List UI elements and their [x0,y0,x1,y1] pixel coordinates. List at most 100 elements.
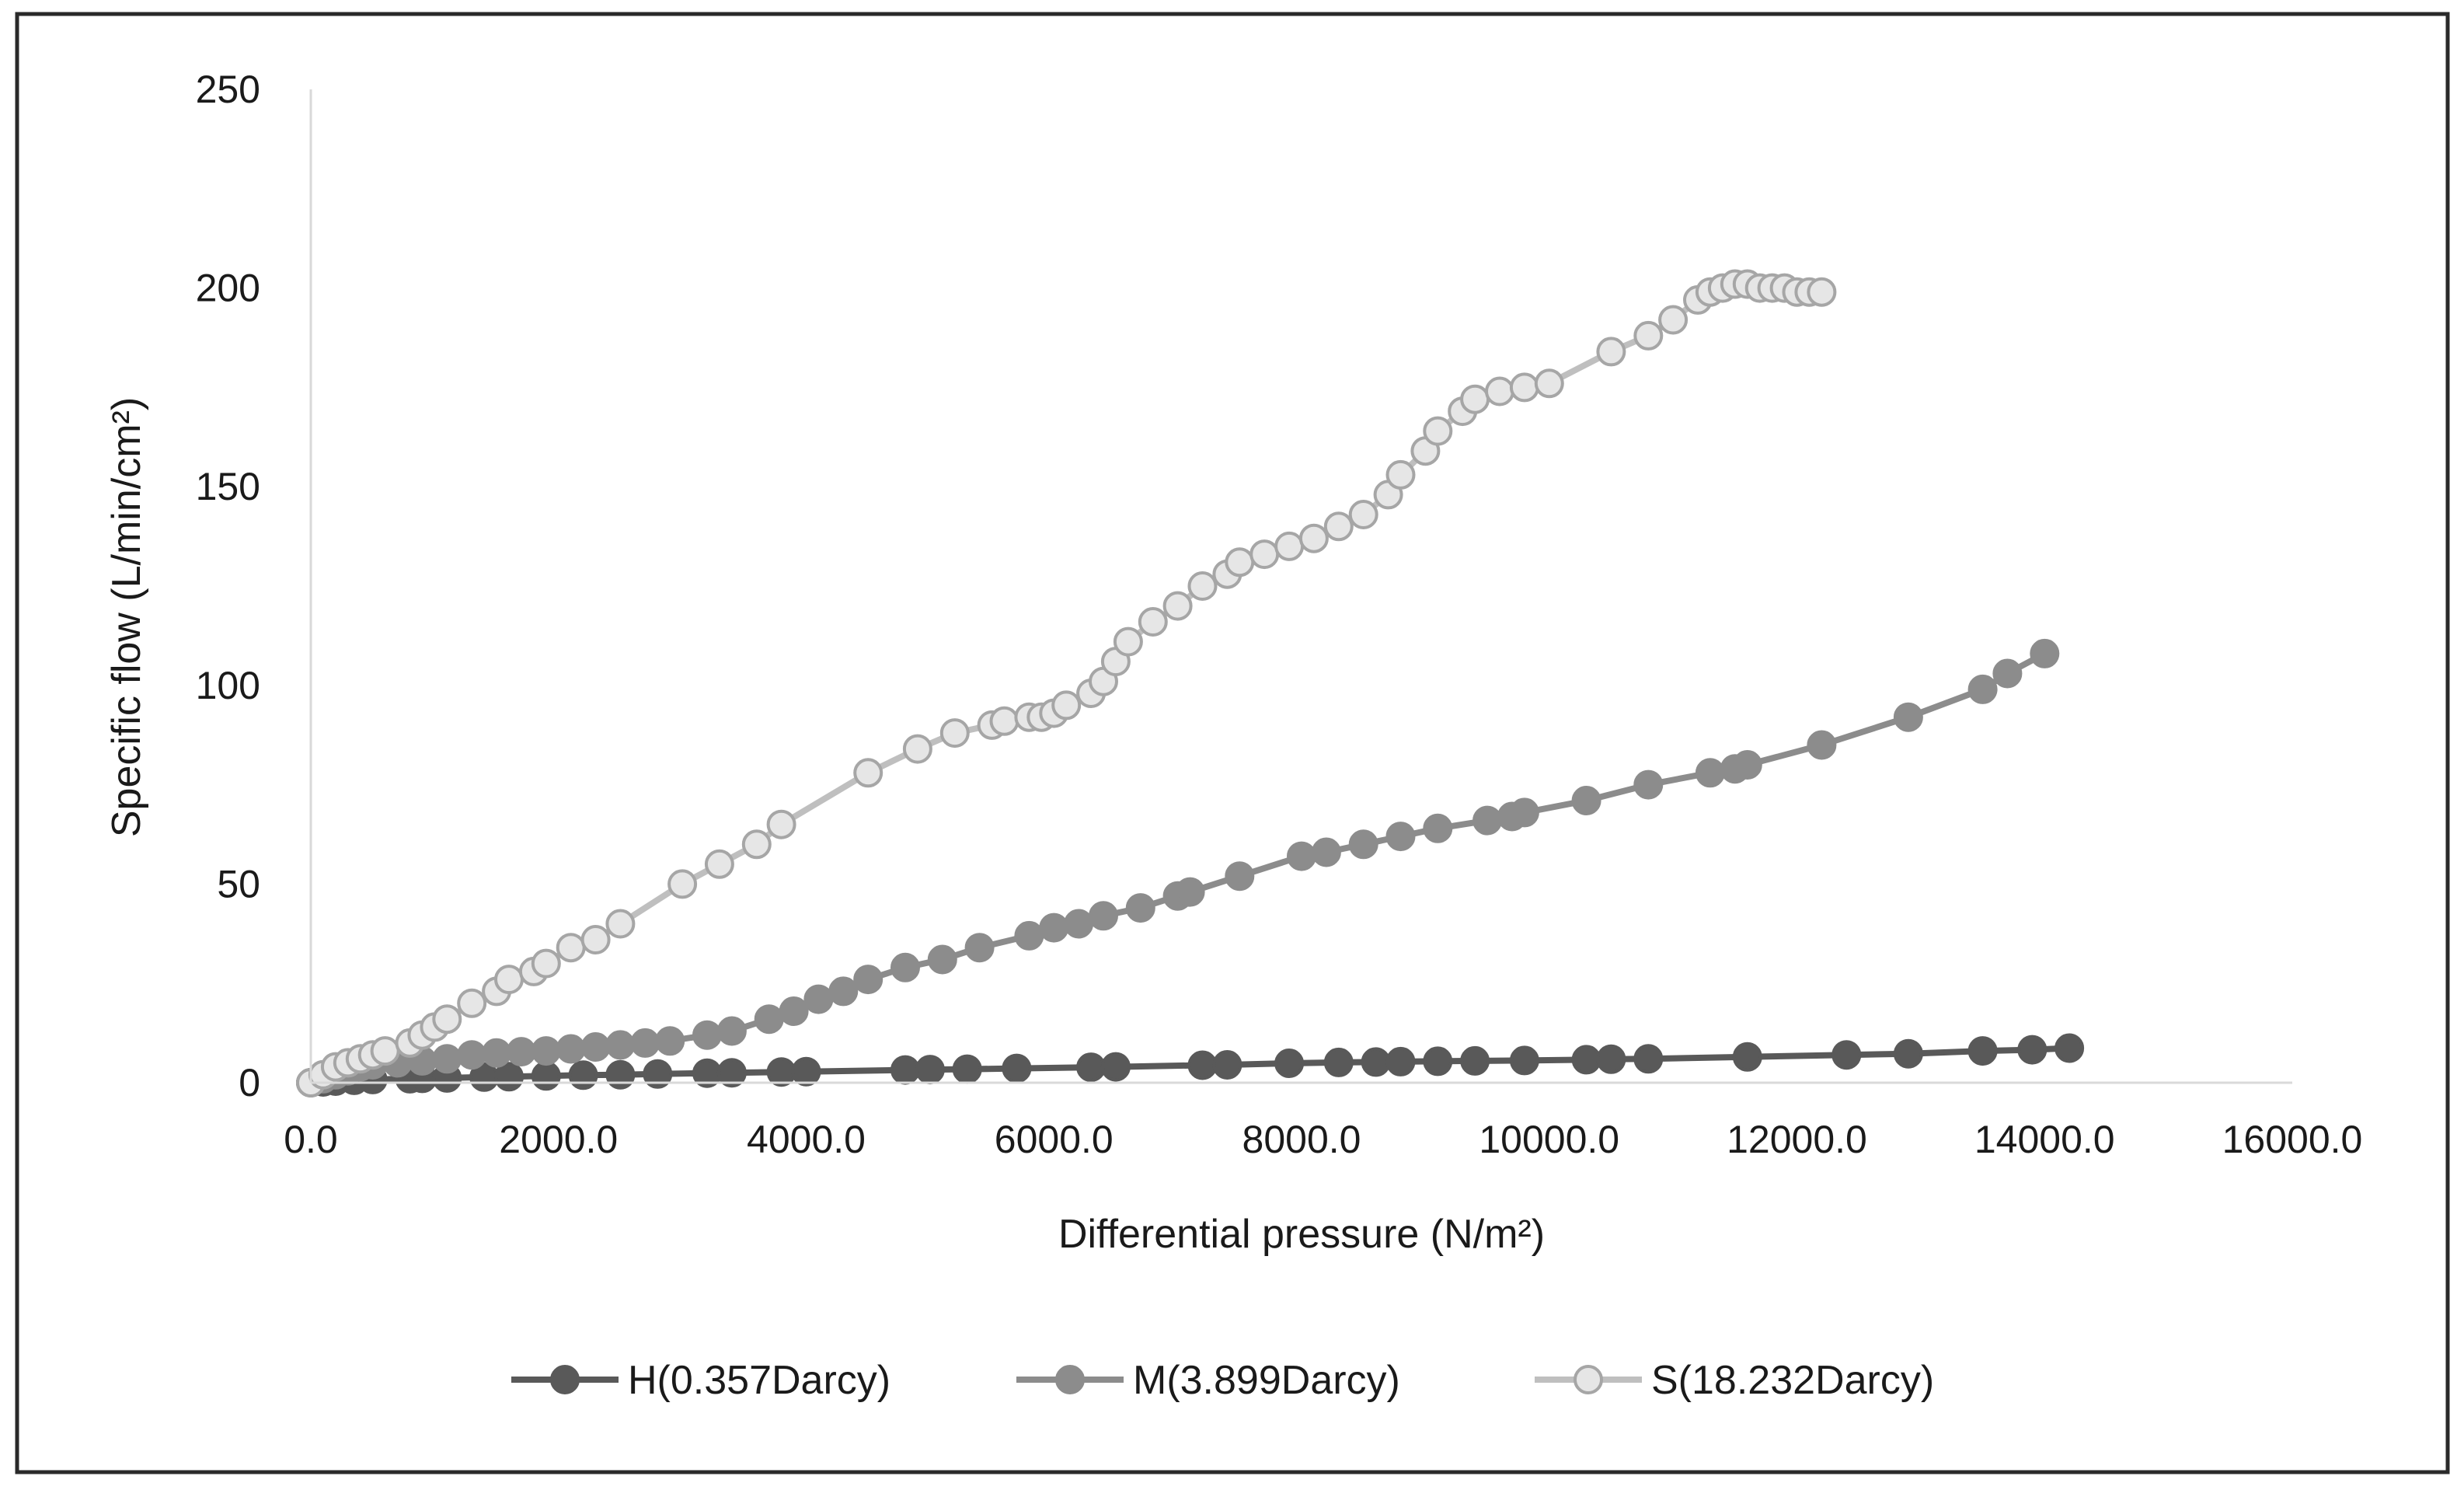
data-point [989,706,1019,736]
data-point [1423,1046,1453,1076]
data-point [1658,305,1689,335]
data-point [1385,459,1416,490]
data-point [1311,837,1341,867]
legend-marker [1574,1365,1603,1394]
x-tick-label: 6000.0 [995,1118,1114,1161]
data-point [655,1026,685,1056]
data-point [1893,702,1923,732]
data-point [370,1036,400,1066]
data-point [1187,1050,1218,1080]
legend-label: M(3.899Darcy) [1133,1358,1400,1403]
data-point [2054,1033,2085,1063]
data-point [1732,1042,1762,1072]
data-point [964,933,995,963]
data-point [605,909,636,939]
data-point [1992,658,2023,689]
data-point [1831,1040,1862,1070]
series-3 [296,269,1837,1097]
data-point [716,1058,747,1088]
legend-item: H(0.357Darcy) [511,1358,890,1403]
data-point [1472,805,1503,836]
data-point [1967,1036,1998,1066]
data-point [939,718,970,748]
data-point [643,1059,673,1089]
legend-marker [550,1365,580,1394]
data-point [1249,539,1280,570]
legend-label: S(18.232Darcy) [1651,1358,1934,1403]
x-tick-label: 2000.0 [499,1118,618,1161]
data-point [902,734,932,764]
data-point [580,925,611,954]
data-point [1039,912,1069,943]
data-point [1014,920,1044,951]
x-tick-label: 4000.0 [747,1118,866,1161]
x-axis-title: Differential pressure (N/m²) [1058,1212,1545,1257]
data-point [432,1044,462,1074]
x-tick-label: 10000.0 [1479,1118,1619,1161]
legend: H(0.357Darcy) M(3.899Darcy) S(18.232Darcy) [511,1358,1934,1403]
data-point [1460,384,1490,414]
data-point [482,1038,512,1068]
data-point [890,952,920,982]
data-point [531,1061,561,1091]
data-point [605,1059,636,1090]
data-point [432,1004,462,1035]
data-point [1423,416,1453,446]
data-point [531,948,561,979]
data-point [1089,901,1118,931]
data-point [1064,909,1094,939]
legend-marker [1055,1365,1085,1394]
data-point [1187,571,1218,601]
y-tick-label: 50 [217,862,260,906]
data-point [927,944,957,975]
data-point [1002,1053,1032,1083]
data-point [494,965,524,995]
data-point [704,849,734,879]
data-point [1509,1045,1539,1076]
data-point [556,1034,586,1064]
data-point [1225,861,1255,892]
data-point [1534,368,1564,399]
data-point [1732,750,1762,780]
data-point [1298,523,1329,553]
y-tick-label: 200 [196,267,260,310]
x-tick-label: 14000.0 [1974,1118,2115,1161]
data-point [1509,797,1539,828]
data-point [1051,690,1082,721]
data-point [952,1054,982,1084]
data-point [1807,277,1837,307]
data-point [1695,758,1725,788]
x-tick-label: 12000.0 [1727,1118,1867,1161]
y-tick-label: 100 [196,664,260,707]
x-tick-label: 16000.0 [2222,1118,2363,1161]
data-point [890,1055,920,1085]
data-point [828,976,859,1007]
legend-item: S(18.232Darcy) [1535,1358,1934,1403]
axes: 0.0 2000.0 4000.0 6000.0 8000.0 10000.0 12000.… [196,68,2363,1161]
data-point [716,1016,747,1046]
legend-item: M(3.899Darcy) [1016,1358,1400,1403]
data-point [1274,1049,1305,1078]
y-tick-label: 250 [196,68,260,111]
data-point [1633,769,1664,800]
data-point [853,758,883,788]
data-point [1596,337,1626,367]
data-point [1460,1045,1490,1076]
data-point [1100,1052,1131,1082]
data-point [506,1037,536,1067]
data-point [754,1004,784,1035]
data-point [2017,1035,2048,1065]
data-point [630,1028,660,1058]
data-point [1274,531,1305,561]
legend-label: H(0.357Darcy) [628,1358,890,1403]
data-point [1125,893,1155,923]
data-point [531,1036,561,1066]
data-point [1967,674,1998,704]
data-point [1423,813,1453,843]
data-point [457,1040,487,1070]
data-point [667,869,698,899]
data-point [1323,1047,1354,1077]
data-point [1348,500,1378,529]
data-point [1138,607,1168,637]
